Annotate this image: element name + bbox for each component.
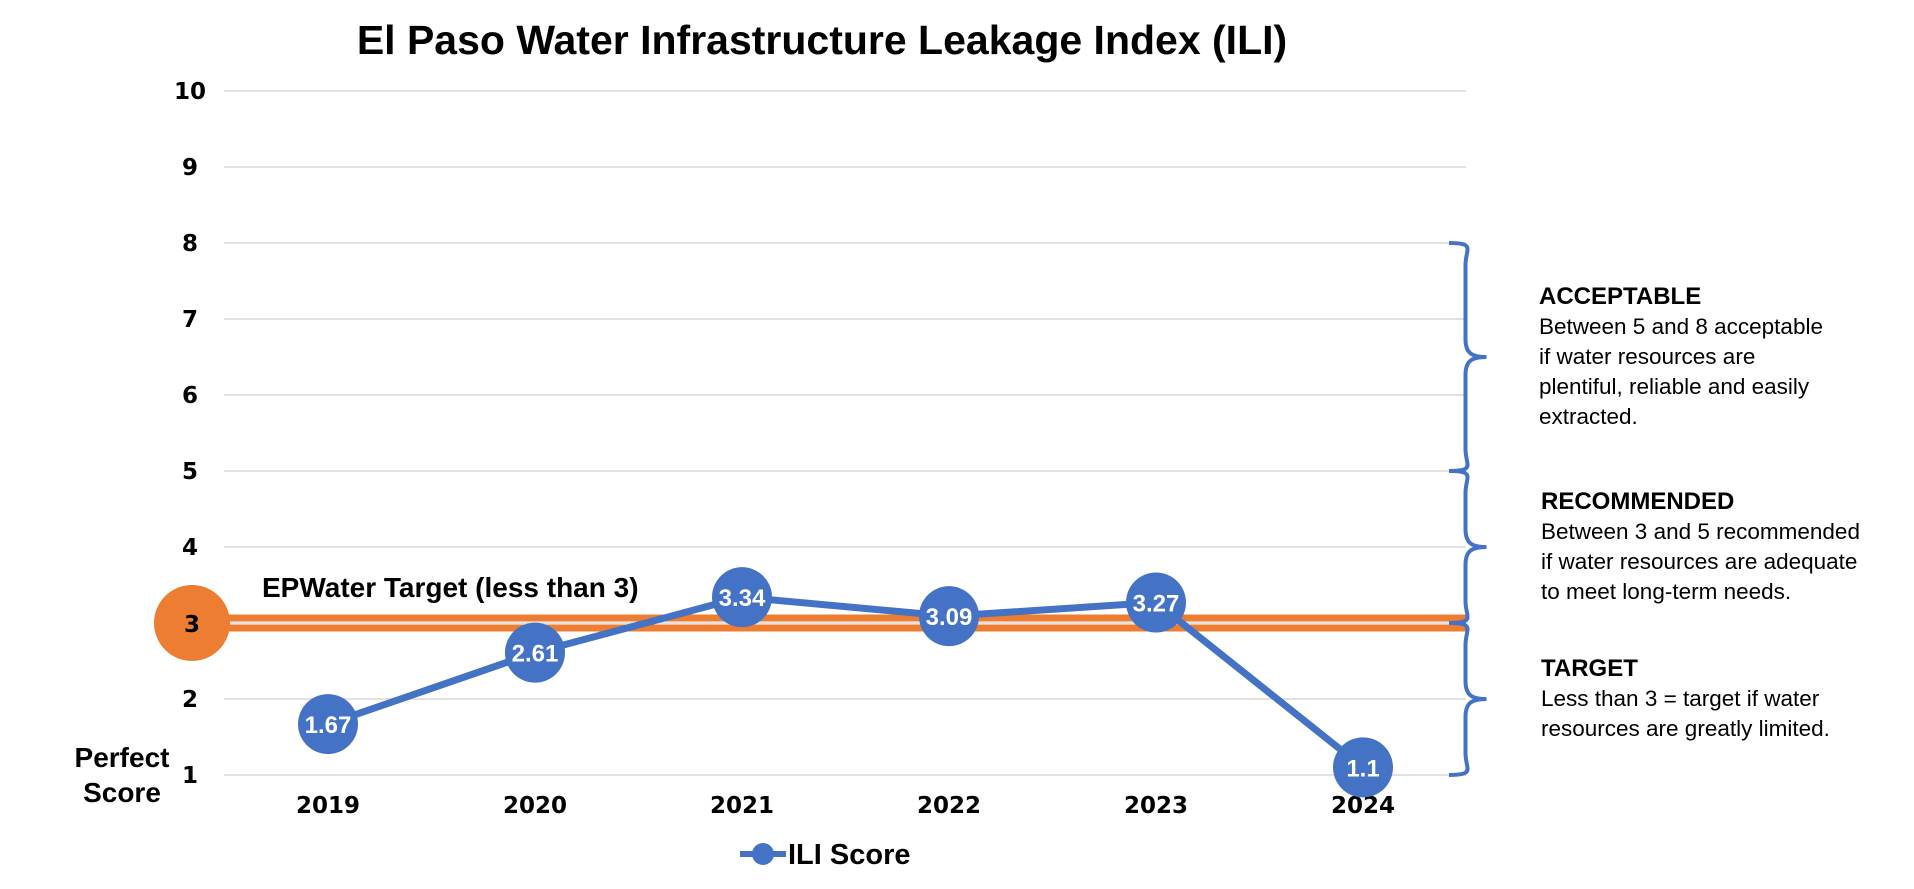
data-label: 3.34 (719, 585, 766, 612)
band-brace (1448, 621, 1487, 777)
band-description-line: plentiful, reliable and easily (1539, 374, 1810, 399)
target-line-group: 3 EPWater Target (less than 3) (154, 572, 1466, 661)
y-axis: 1 2 4 5 6 7 8 9 10 (174, 79, 206, 789)
band-description-line: to meet long-term needs. (1541, 579, 1791, 604)
gridlines (224, 90, 1466, 776)
x-tick-label: 2023 (1124, 793, 1188, 819)
y-tick-label: 6 (182, 383, 198, 409)
band-heading: ACCEPTABLE (1539, 283, 1701, 310)
band-description-line: extracted. (1539, 404, 1638, 429)
svg-text:Perfect: Perfect (75, 742, 170, 773)
band-description-line: resources are greatly limited. (1541, 716, 1830, 741)
band-brace (1448, 241, 1487, 473)
y-tick-label: 4 (182, 535, 198, 561)
svg-text:Score: Score (83, 777, 161, 808)
y-tick-label: 5 (182, 459, 198, 485)
y-tick-label: 10 (174, 79, 206, 105)
chart-title: El Paso Water Infrastructure Leakage Ind… (357, 17, 1287, 63)
data-point (505, 622, 565, 683)
band-description-line: Less than 3 = target if water (1541, 686, 1820, 711)
legend-marker (752, 843, 774, 865)
data-point (919, 586, 979, 647)
band-description-line: if water resources are adequate (1541, 549, 1857, 574)
data-point (712, 567, 772, 628)
band-heading: RECOMMENDED (1541, 488, 1734, 515)
data-label: 3.27 (1133, 590, 1180, 617)
target-label: EPWater Target (less than 3) (262, 572, 639, 603)
series-ili-score: 1.67 2.61 3.34 3.09 3.27 1.1 (298, 567, 1393, 798)
band-description-line: Between 5 and 8 acceptable (1539, 314, 1823, 339)
y-tick-label: 2 (182, 687, 198, 713)
x-tick-label: 2022 (917, 793, 981, 819)
y-tick-label: 7 (182, 307, 198, 333)
x-axis: 2019 2020 2021 2022 2023 2024 (296, 793, 1395, 819)
band-description-line: Between 3 and 5 recommended (1541, 519, 1860, 544)
data-point (1126, 572, 1186, 633)
data-point (298, 694, 358, 755)
y-tick-label: 1 (182, 763, 198, 789)
data-label: 3.09 (926, 604, 973, 631)
data-point (1333, 737, 1393, 798)
target-marker (154, 585, 230, 661)
data-label: 1.67 (305, 712, 352, 739)
y-tick-label: 8 (182, 231, 198, 257)
x-tick-label: 2020 (503, 793, 567, 819)
target-marker-label: 3 (184, 612, 200, 638)
y-tick-label: 9 (182, 155, 198, 181)
band-description-line: if water resources are (1539, 344, 1755, 369)
data-label: 1.1 (1346, 755, 1379, 782)
series-line (326, 593, 1366, 771)
band-heading: TARGET (1541, 655, 1638, 682)
x-tick-label: 2021 (710, 793, 774, 819)
legend: ILI Score (740, 839, 911, 871)
band-annotations: ACCEPTABLE Between 5 and 8 acceptable if w… (1448, 241, 1860, 777)
band-brace (1448, 469, 1487, 625)
x-tick-label: 2019 (296, 793, 360, 819)
data-label: 2.61 (512, 641, 559, 668)
perfect-score-label: Perfect Score (75, 742, 170, 808)
legend-item-ili-score: ILI Score (788, 839, 911, 871)
